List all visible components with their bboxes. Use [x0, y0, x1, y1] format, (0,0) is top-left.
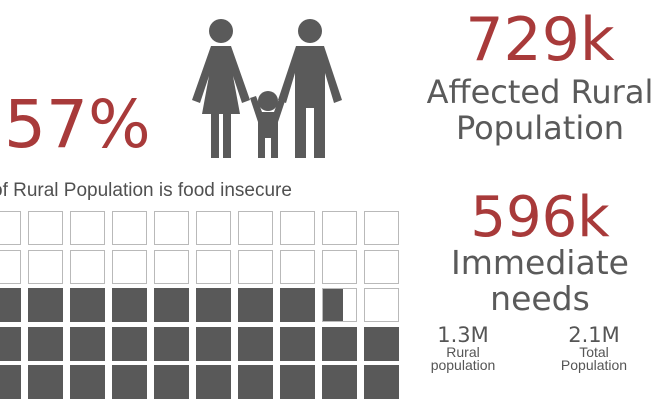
waffle-cell — [322, 365, 357, 399]
waffle-cell — [28, 249, 63, 284]
waffle-cell — [280, 326, 315, 361]
total-population-stat: 2.1M Total Population — [554, 323, 634, 373]
rural-population-label-line1: Rural — [446, 344, 480, 360]
waffle-cell — [28, 288, 63, 323]
immediate-value: 596k — [470, 185, 610, 250]
waffle-cell — [196, 326, 231, 361]
waffle-cell — [70, 249, 105, 284]
waffle-cell — [364, 211, 399, 245]
immediate-label-line1: Immediate — [451, 243, 629, 282]
immediate-label-line2: needs — [490, 279, 590, 318]
waffle-cell — [0, 211, 21, 245]
affected-label-line2: Population — [455, 109, 625, 147]
waffle-cell — [154, 211, 189, 245]
waffle-cell — [196, 288, 231, 323]
rural-population-stat: 1.3M Rural population — [428, 323, 498, 373]
waffle-grid — [0, 211, 399, 399]
waffle-cell — [280, 211, 315, 245]
waffle-cell — [112, 365, 147, 399]
waffle-cell — [196, 249, 231, 284]
waffle-cell — [238, 249, 273, 284]
affected-value: 729k — [465, 5, 615, 75]
waffle-cell — [154, 365, 189, 399]
waffle-cell — [280, 249, 315, 284]
waffle-cell — [238, 365, 273, 399]
total-population-label-line2: Population — [560, 357, 628, 373]
waffle-cell — [154, 288, 189, 323]
waffle-cell — [70, 211, 105, 245]
waffle-cell — [0, 326, 21, 361]
waffle-cell — [0, 365, 21, 399]
waffle-cell — [280, 288, 315, 323]
waffle-cell — [238, 326, 273, 361]
waffle-cell — [154, 249, 189, 284]
total-population-value: 2.1M — [568, 323, 620, 347]
waffle-cell — [70, 365, 105, 399]
waffle-cell — [364, 326, 399, 361]
waffle-cell — [238, 211, 273, 245]
waffle-cell — [28, 211, 63, 245]
total-population-label-line1: Total — [579, 344, 609, 360]
waffle-cell — [322, 288, 357, 323]
family-icon — [192, 19, 342, 158]
rural-population-value: 1.3M — [437, 323, 489, 347]
waffle-cell — [196, 365, 231, 399]
waffle-cell — [28, 365, 63, 399]
waffle-cell — [0, 288, 21, 323]
food-insecure-percent: 57% — [4, 86, 151, 163]
waffle-cell — [112, 211, 147, 245]
waffle-cell — [364, 288, 399, 323]
waffle-cell — [322, 249, 357, 284]
waffle-cell — [322, 211, 357, 245]
waffle-cell — [112, 326, 147, 361]
waffle-cell — [196, 211, 231, 245]
waffle-cell — [322, 326, 357, 361]
waffle-cell-fill — [323, 289, 343, 322]
waffle-cell — [364, 249, 399, 284]
waffle-cell — [280, 365, 315, 399]
waffle-cell — [0, 249, 21, 284]
waffle-cell — [70, 326, 105, 361]
food-insecure-caption: of Rural Population is food insecure — [0, 180, 292, 201]
waffle-cell — [238, 288, 273, 323]
waffle-cell — [112, 288, 147, 323]
waffle-cell — [28, 326, 63, 361]
waffle-cell — [112, 249, 147, 284]
waffle-cell — [154, 326, 189, 361]
waffle-cell — [70, 288, 105, 323]
waffle-cell — [364, 365, 399, 399]
rural-population-label-line2: population — [430, 357, 496, 373]
affected-label-line1: Affected Rural — [426, 73, 654, 111]
